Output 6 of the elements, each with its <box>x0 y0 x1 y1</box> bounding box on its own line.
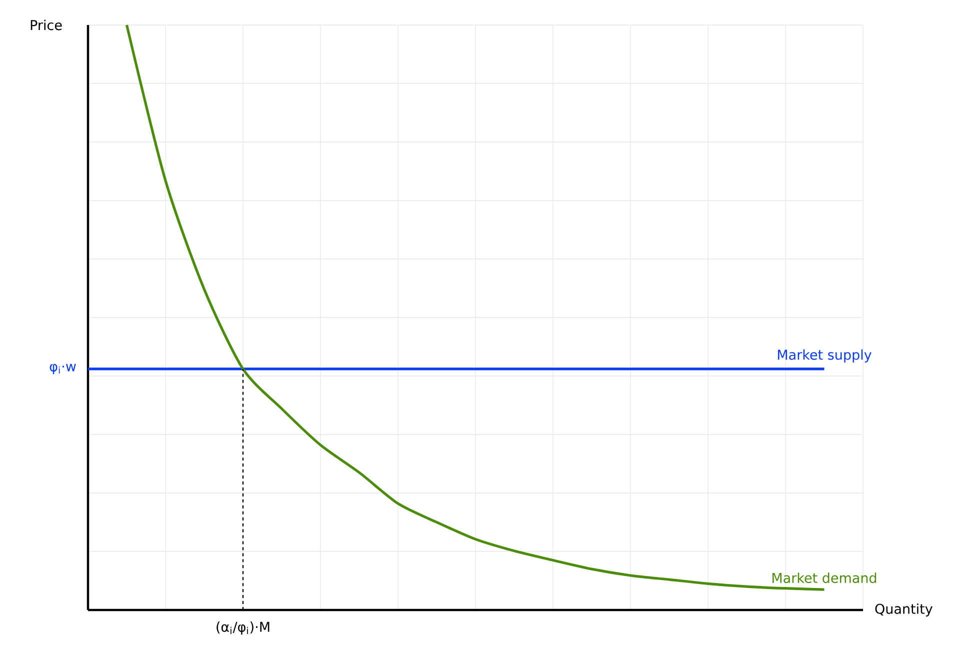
x-axis-title: Quantity <box>875 603 932 617</box>
text: φ$_{i}$·w <box>50 364 76 374</box>
y-axis-title: Price <box>30 20 62 30</box>
series-label: Market supply <box>778 349 872 362</box>
text: (α$_{i}$/φ$_{i}$)·M <box>216 622 270 635</box>
series-label: Market demand <box>772 572 876 583</box>
